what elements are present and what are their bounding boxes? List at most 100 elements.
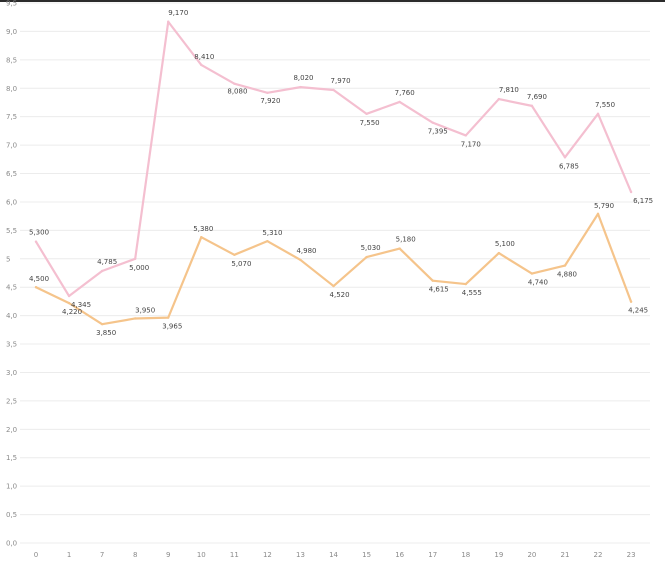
x-tick-label: 10 [197, 551, 206, 559]
data-point [67, 301, 71, 305]
data-label: 4,245 [628, 307, 648, 315]
data-label: 4,520 [330, 291, 350, 299]
data-point [133, 257, 137, 260]
data-point [266, 91, 269, 95]
data-label: 8,080 [227, 88, 247, 96]
data-point [497, 251, 501, 255]
x-tick-label: 14 [329, 551, 338, 559]
data-point [464, 134, 467, 137]
data-label: 5,070 [231, 260, 251, 268]
data-label: 7,170 [461, 140, 481, 148]
x-tick-label: 15 [362, 551, 371, 559]
data-label: 7,690 [527, 93, 547, 101]
data-label: 9,170 [168, 9, 188, 17]
x-tick-label: 23 [627, 551, 636, 559]
x-axis-ticks: 0 1 7 8 9 10 11 12 13 14 15 16 17 18 19 20 21 22 23 [34, 551, 636, 559]
data-label: 5,030 [361, 244, 381, 252]
x-tick-label: 9 [166, 551, 170, 559]
data-point [200, 63, 203, 67]
y-tick-label: 6,5 [6, 170, 17, 178]
data-point [365, 112, 368, 116]
data-point [167, 316, 170, 319]
x-tick-label: 8 [133, 551, 137, 559]
x-tick-label: 11 [230, 551, 239, 559]
y-tick-label: 3,5 [6, 341, 17, 349]
data-point [563, 264, 567, 267]
data-point [233, 82, 236, 85]
data-point [332, 284, 335, 288]
data-point [464, 282, 467, 286]
data-label: 7,760 [395, 89, 415, 97]
data-point [431, 279, 434, 282]
data-point [596, 212, 600, 216]
x-tick-label: 12 [263, 551, 272, 559]
data-label: 4,880 [557, 271, 577, 279]
series-layer [34, 20, 633, 326]
y-tick-label: 7,0 [6, 142, 17, 150]
data-point [596, 112, 600, 116]
data-label: 5,180 [396, 236, 416, 244]
x-tick-label: 17 [428, 551, 437, 559]
data-label: 4,500 [29, 275, 49, 283]
x-tick-label: 0 [34, 551, 38, 559]
y-tick-label: 5 [6, 255, 10, 263]
data-point [530, 272, 534, 275]
y-tick-label: 0,5 [6, 511, 17, 519]
y-tick-label: 6,0 [6, 198, 17, 206]
data-label: 3,850 [96, 329, 116, 337]
y-tick-label: 0,0 [6, 540, 17, 548]
series-line-1 [34, 20, 633, 298]
data-label: 4,980 [296, 247, 316, 255]
x-tick-label: 7 [100, 551, 104, 559]
data-label: 3,965 [162, 323, 182, 331]
data-point [563, 156, 567, 159]
data-point [629, 300, 633, 303]
data-label: 3,950 [135, 306, 155, 314]
x-tick-label: 21 [560, 551, 569, 559]
y-tick-label: 4,5 [6, 284, 17, 292]
data-point [133, 317, 137, 320]
data-point [530, 104, 534, 108]
data-point [299, 85, 302, 89]
x-tick-label: 20 [527, 551, 536, 559]
data-label: 8,410 [194, 53, 214, 61]
top-border [0, 0, 665, 2]
y-tick-label: 5,5 [6, 227, 17, 235]
x-tick-label: 19 [494, 551, 503, 559]
data-label: 5,300 [29, 229, 49, 237]
data-label: 5,790 [594, 202, 614, 210]
data-label: 4,555 [462, 289, 482, 297]
y-tick-label: 1,5 [6, 454, 17, 462]
y-tick-label: 8,5 [6, 56, 17, 64]
data-label: 4,785 [97, 258, 117, 266]
y-tick-label: 2,0 [6, 426, 17, 434]
y-axis-ticks: 0,0 0,5 1,0 1,5 2,0 2,5 3,0 3,5 4,0 4,5 5 5,5 6,0 6,5… [6, 0, 17, 548]
data-point [299, 258, 302, 262]
x-tick-label: 22 [594, 551, 603, 559]
y-tick-label: 3,0 [6, 369, 17, 377]
data-label: 5,100 [495, 240, 515, 248]
data-label: 4,615 [429, 286, 449, 294]
y-tick-label: 9,5 [6, 0, 17, 8]
data-label: 7,550 [595, 101, 615, 109]
data-label: 7,920 [260, 97, 280, 105]
data-point [497, 97, 501, 101]
x-tick-label: 13 [296, 551, 305, 559]
data-point [67, 294, 71, 298]
data-label: 4,220 [62, 308, 82, 316]
y-tick-label: 8,0 [6, 85, 17, 93]
data-point [233, 253, 236, 257]
data-point [200, 235, 203, 239]
data-point [34, 240, 38, 243]
data-label: 8,020 [293, 74, 313, 82]
data-point [365, 255, 368, 259]
y-tick-label: 2,5 [6, 397, 17, 405]
data-label: 4,345 [71, 301, 91, 309]
data-point [100, 322, 104, 326]
data-point [332, 88, 335, 92]
y-tick-label: 7,5 [6, 113, 17, 121]
data-point [266, 239, 269, 243]
y-tick-label: 4,0 [6, 312, 17, 320]
data-point [431, 121, 434, 124]
